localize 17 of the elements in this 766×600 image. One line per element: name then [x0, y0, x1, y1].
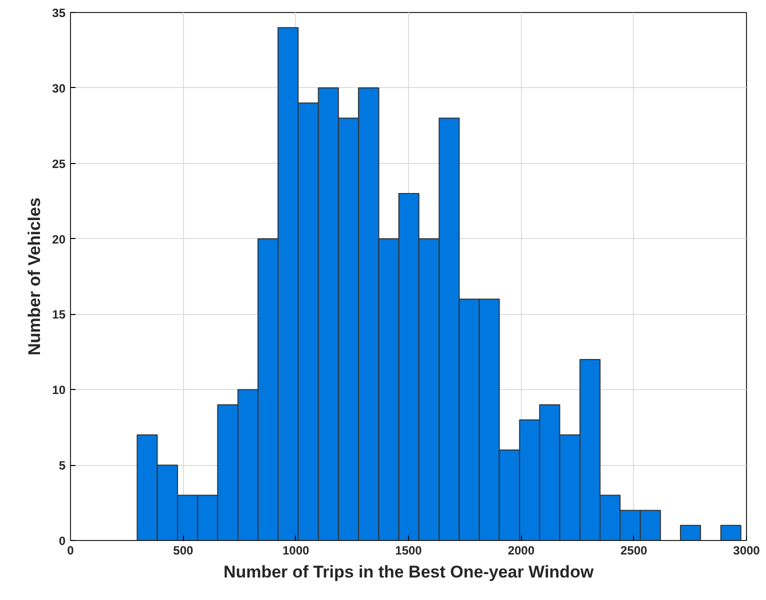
- y-tick-label: 0: [58, 534, 66, 548]
- y-axis-title: Number of Vehicles: [25, 198, 44, 356]
- x-axis-title: Number of Trips in the Best One-year Window: [223, 562, 594, 582]
- y-tick-label: 10: [52, 383, 66, 398]
- y-tick-label: 20: [52, 232, 66, 246]
- x-tick-label: 500: [173, 544, 194, 558]
- y-tick-label: 25: [52, 156, 66, 171]
- x-tick-label: 1000: [282, 544, 310, 558]
- y-tick-label: 35: [52, 6, 66, 20]
- y-tick-label: 15: [52, 308, 66, 322]
- x-tick-label: 2500: [620, 544, 648, 558]
- x-tick-label: 2000: [508, 544, 535, 558]
- x-tick-label: 0: [67, 544, 74, 558]
- x-tick-label: 1500: [395, 544, 422, 558]
- y-tick-label: 30: [52, 81, 66, 96]
- y-tick-label: 5: [58, 458, 66, 473]
- x-tick-label: 3000: [733, 544, 760, 558]
